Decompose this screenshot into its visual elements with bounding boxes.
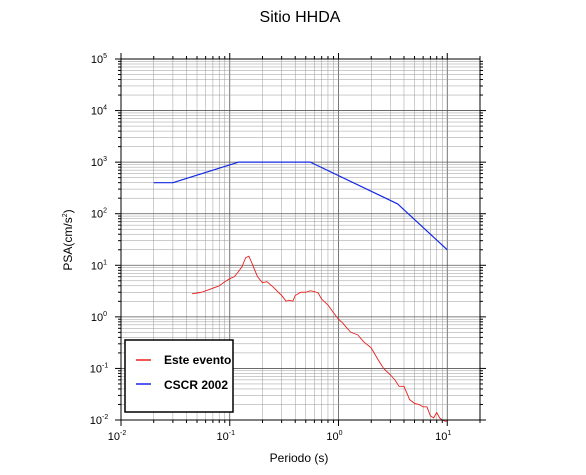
- x-axis-label: Periodo (s): [270, 451, 329, 465]
- legend-label-cscr-2002: CSCR 2002: [164, 378, 228, 392]
- y-tick-label: 101: [91, 259, 107, 272]
- y-tick-label: 102: [91, 208, 107, 221]
- y-tick-labels: 10-2 10-1 100 101 102 103 104 105: [90, 53, 109, 427]
- series-group: [153, 161, 448, 422]
- x-tick-label: 100: [326, 430, 342, 443]
- y-tick-label: 10-1: [90, 362, 109, 375]
- y-tick-label: 100: [91, 311, 107, 324]
- ticks: [115, 53, 486, 426]
- legend: Este evento CSCR 2002: [124, 339, 234, 413]
- x-tick-label: 10-1: [217, 430, 236, 443]
- legend-box: [124, 339, 234, 413]
- y-tick-label: 10-2: [90, 414, 109, 427]
- y-tick-label: 105: [91, 53, 107, 66]
- x-tick-label: 10-2: [108, 430, 127, 443]
- x-tick-label: 101: [435, 430, 451, 443]
- legend-label-este-evento: Este evento: [164, 353, 231, 367]
- series-line-cscr-2002: [153, 161, 448, 251]
- y-tick-label: 103: [91, 156, 107, 169]
- x-tick-labels: 10-2 10-1 100 101: [108, 430, 452, 443]
- y-axis-label: PSA(cm/s2): [61, 209, 75, 270]
- series-line-este-evento: [191, 255, 448, 422]
- chart-title: Sitio HHDA: [260, 9, 341, 26]
- y-tick-label: 104: [91, 105, 107, 118]
- plot-frame: [120, 58, 481, 421]
